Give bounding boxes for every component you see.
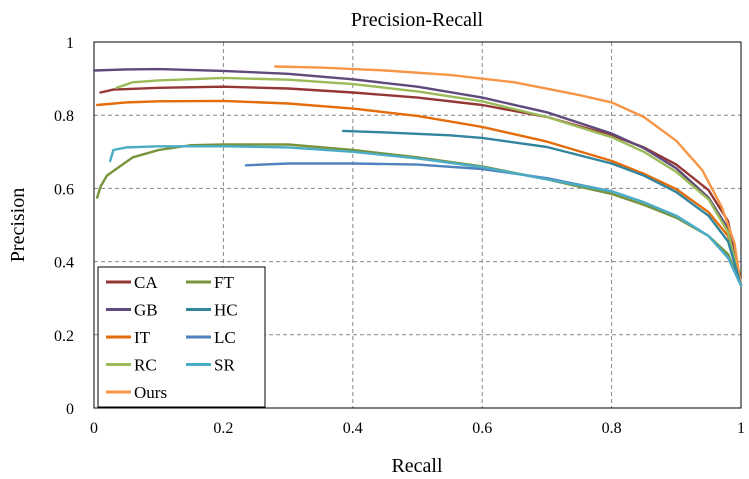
y-tick-label: 0.4 xyxy=(54,255,74,272)
legend-label-ours: Ours xyxy=(134,383,167,402)
legend: CA GB IT RC Ours FT HC LC SR xyxy=(97,266,266,408)
x-tick-label: 0.6 xyxy=(472,420,492,437)
y-tick-label: 0.8 xyxy=(54,108,74,125)
series-line-rc xyxy=(115,76,743,287)
x-tick-label: 1 xyxy=(737,420,745,437)
chart-title: Precision-Recall xyxy=(351,9,484,31)
y-tick-labels: 0 0.2 0.4 0.6 0.8 1 xyxy=(54,35,74,418)
legend-label-gb: GB xyxy=(134,301,158,320)
y-tick-label: 1 xyxy=(66,35,74,52)
y-axis-label: Precision xyxy=(7,188,29,262)
legend-label-rc: RC xyxy=(134,356,157,375)
series-line-hc xyxy=(341,129,743,287)
y-tick-label: 0 xyxy=(66,401,74,418)
x-tick-label: 0.2 xyxy=(213,420,233,437)
legend-label-hc: HC xyxy=(214,301,238,320)
x-tick-label: 0.4 xyxy=(343,420,363,437)
series-line-ours xyxy=(274,65,743,287)
series-line-ca xyxy=(99,85,743,287)
x-tick-label: 0 xyxy=(90,420,98,437)
series-line-lc xyxy=(244,162,743,287)
legend-label-ca: CA xyxy=(134,273,158,292)
series-line-gb xyxy=(92,67,743,287)
x-tick-label: 0.8 xyxy=(602,420,622,437)
legend-label-it: IT xyxy=(134,328,151,347)
x-tick-labels: 0 0.2 0.4 0.6 0.8 1 xyxy=(90,420,745,437)
series-line-it xyxy=(96,99,743,287)
series-line-sr xyxy=(109,145,743,287)
legend-label-sr: SR xyxy=(214,356,235,375)
y-tick-label: 0.2 xyxy=(54,328,74,345)
series-line-ft xyxy=(96,143,743,287)
x-axis-label: Recall xyxy=(391,455,443,477)
legend-label-ft: FT xyxy=(214,273,234,292)
plot-frame xyxy=(93,41,742,409)
series-layer xyxy=(92,65,743,287)
legend-label-lc: LC xyxy=(214,328,236,347)
y-tick-label: 0.6 xyxy=(54,181,74,198)
